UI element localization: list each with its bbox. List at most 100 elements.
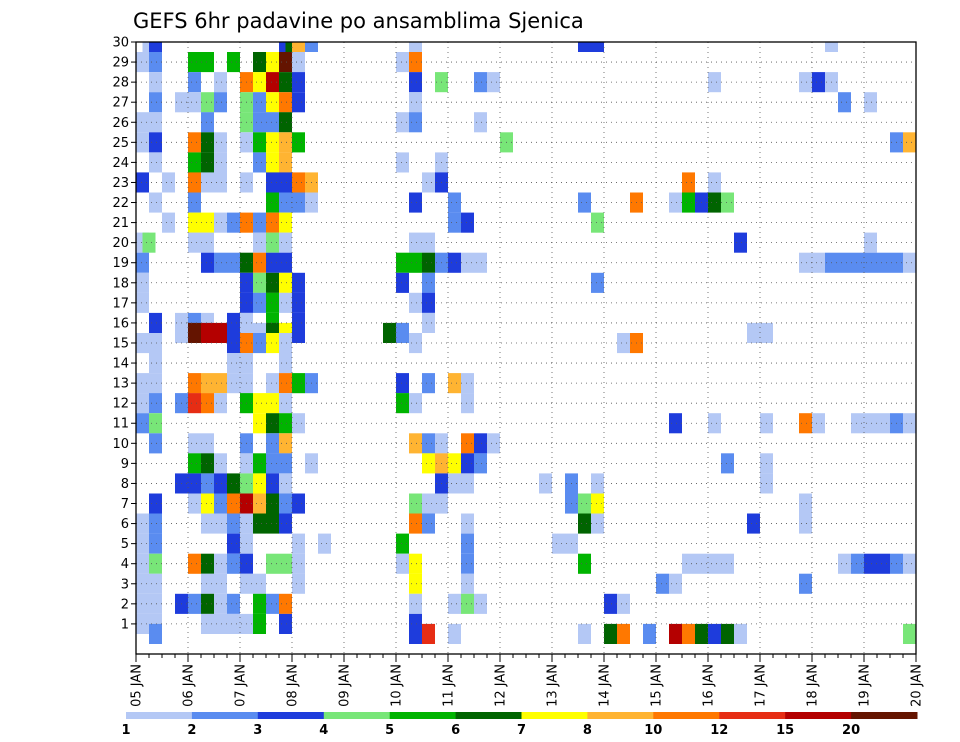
- legend-label: 6: [451, 723, 460, 738]
- heatmap-cell: [227, 52, 240, 73]
- heatmap-cell: [136, 573, 149, 594]
- legend-swatch: [851, 712, 918, 719]
- heatmap-cell: [799, 573, 812, 594]
- heatmap-cell: [266, 52, 279, 73]
- heatmap-cell: [695, 623, 708, 644]
- heatmap-cells: [136, 42, 916, 644]
- heatmap-cell: [227, 493, 240, 514]
- heatmap-cell: [409, 92, 422, 113]
- heatmap-cell: [279, 52, 292, 73]
- heatmap-cell: [396, 112, 409, 133]
- heatmap-cell: [422, 433, 435, 454]
- heatmap-cell: [279, 413, 292, 434]
- heatmap-cell: [214, 322, 227, 343]
- heatmap-cell: [253, 112, 266, 133]
- heatmap-cell: [149, 373, 162, 394]
- heatmap-cell: [201, 112, 214, 133]
- heatmap-cell: [149, 333, 162, 354]
- heatmap-cell: [422, 513, 435, 534]
- heatmap-cell: [838, 92, 851, 113]
- heatmap-cell: [279, 333, 292, 354]
- heatmap-cell: [136, 252, 149, 273]
- heatmap-cell: [149, 393, 162, 414]
- heatmap-cell: [136, 112, 149, 133]
- heatmap-cell: [578, 42, 591, 52]
- heatmap-cell: [201, 152, 214, 173]
- heatmap-cell: [448, 453, 461, 474]
- heatmap-cell: [422, 172, 435, 193]
- heatmap-cell: [461, 573, 474, 594]
- heatmap-cell: [201, 252, 214, 273]
- heatmap-cell: [721, 553, 734, 574]
- heatmap-cell: [227, 513, 240, 534]
- legend-label: 7: [517, 723, 526, 738]
- heatmap-cell: [474, 433, 487, 454]
- heatmap-cell: [292, 573, 305, 594]
- heatmap-cell: [396, 553, 409, 574]
- heatmap-cell: [188, 322, 201, 343]
- heatmap-cell: [188, 493, 201, 514]
- heatmap-cell: [409, 573, 422, 594]
- heatmap-cell: [409, 252, 422, 273]
- heatmap-cell: [201, 232, 214, 253]
- heatmap-cell: [136, 373, 149, 394]
- heatmap-cell: [227, 212, 240, 233]
- heatmap-cell: [279, 112, 292, 133]
- heatmap-cell: [188, 232, 201, 253]
- heatmap-cell: [461, 373, 474, 394]
- heatmap-cell: [253, 132, 266, 153]
- heatmap-cell: [201, 593, 214, 614]
- heatmap-cell: [175, 322, 188, 343]
- heatmap-cell: [708, 72, 721, 93]
- heatmap-cell: [188, 212, 201, 233]
- heatmap-cell: [422, 373, 435, 394]
- heatmap-cell: [903, 413, 916, 434]
- heatmap-cell: [253, 513, 266, 534]
- heatmap-cell: [396, 322, 409, 343]
- y-tick-label: 1: [121, 617, 129, 632]
- heatmap-cell: [266, 72, 279, 93]
- heatmap-cell: [188, 92, 201, 113]
- heatmap-cell: [292, 533, 305, 554]
- heatmap-cell: [142, 232, 156, 253]
- heatmap-cell: [266, 473, 279, 494]
- heatmap-cell: [266, 413, 279, 434]
- heatmap-cell: [136, 533, 149, 554]
- heatmap-cell: [812, 413, 825, 434]
- heatmap-cell: [422, 623, 435, 644]
- heatmap-cell: [409, 553, 422, 574]
- heatmap-cell: [422, 292, 435, 313]
- heatmap-cell: [422, 493, 435, 514]
- heatmap-cell: [721, 453, 734, 474]
- heatmap-cell: [149, 132, 162, 153]
- heatmap-cell: [864, 413, 877, 434]
- heatmap-cell: [227, 333, 240, 354]
- heatmap-cell: [149, 623, 162, 644]
- y-tick-label: 19: [112, 256, 129, 271]
- heatmap-cell: [201, 393, 214, 414]
- heatmap-cell: [149, 42, 162, 52]
- heatmap-cell: [149, 192, 162, 213]
- heatmap-cell: [708, 192, 721, 213]
- heatmap-cell: [903, 553, 916, 574]
- heatmap-cell: [461, 533, 474, 554]
- heatmap-cell: [149, 433, 162, 454]
- heatmap-cell: [877, 252, 890, 273]
- heatmap-cell: [266, 192, 279, 213]
- heatmap-cell: [266, 393, 279, 414]
- heatmap-cell: [864, 553, 877, 574]
- heatmap-cell: [266, 292, 279, 313]
- legend-label: 15: [776, 723, 794, 738]
- y-tick-label: 24: [112, 156, 129, 171]
- heatmap-cell: [760, 322, 773, 343]
- y-tick-label: 27: [112, 96, 129, 111]
- heatmap-cell: [292, 72, 305, 93]
- heatmap-cell: [409, 42, 422, 52]
- heatmap-cell: [214, 553, 227, 574]
- legend-swatch: [257, 712, 325, 719]
- heatmap-cell: [461, 433, 474, 454]
- heatmap-cell: [214, 152, 227, 173]
- heatmap-cell: [279, 152, 292, 173]
- heatmap-cell: [149, 353, 162, 374]
- legend-swatch: [785, 712, 852, 719]
